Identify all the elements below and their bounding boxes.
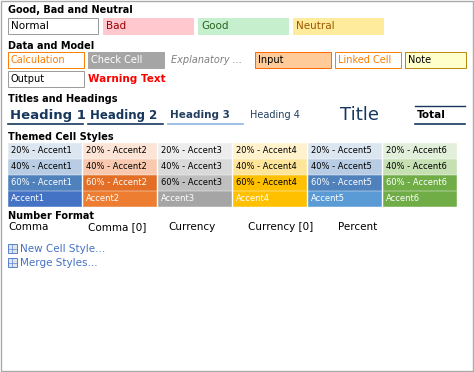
Text: 20% - Accent6: 20% - Accent6 <box>386 146 447 155</box>
Bar <box>158 191 231 206</box>
Text: 20% - Accent5: 20% - Accent5 <box>311 146 372 155</box>
Text: Explanatory ...: Explanatory ... <box>171 55 242 65</box>
Bar <box>335 52 401 68</box>
Text: Accent4: Accent4 <box>236 194 270 203</box>
Text: Normal: Normal <box>11 21 49 31</box>
Bar <box>83 159 156 174</box>
Text: Heading 3: Heading 3 <box>170 110 230 120</box>
Text: Good, Bad and Neutral: Good, Bad and Neutral <box>8 5 133 15</box>
Bar <box>308 143 381 158</box>
Bar <box>8 258 17 267</box>
Text: Accent2: Accent2 <box>86 194 120 203</box>
Text: Output: Output <box>11 74 45 84</box>
Text: Bad: Bad <box>106 21 126 31</box>
Text: 20% - Accent4: 20% - Accent4 <box>236 146 297 155</box>
Text: Titles and Headings: Titles and Headings <box>8 94 118 104</box>
Text: Currency: Currency <box>168 222 215 232</box>
Text: 60% - Accent2: 60% - Accent2 <box>86 178 147 187</box>
Text: Comma: Comma <box>8 222 48 232</box>
Text: Data and Model: Data and Model <box>8 41 94 51</box>
Bar <box>383 143 456 158</box>
Text: Merge Styles...: Merge Styles... <box>20 257 98 267</box>
Bar <box>103 18 193 34</box>
Bar <box>8 191 81 206</box>
Text: Total: Total <box>417 110 446 120</box>
Text: Warning Text: Warning Text <box>88 74 165 84</box>
Text: Note: Note <box>408 55 431 65</box>
Text: 60% - Accent4: 60% - Accent4 <box>236 178 297 187</box>
Text: 20% - Accent2: 20% - Accent2 <box>86 146 147 155</box>
Text: 40% - Accent6: 40% - Accent6 <box>386 162 447 171</box>
Text: Heading 1: Heading 1 <box>10 109 86 122</box>
Bar <box>8 52 84 68</box>
Text: 60% - Accent3: 60% - Accent3 <box>161 178 222 187</box>
Bar <box>158 175 231 190</box>
Bar <box>168 52 251 68</box>
Text: Accent3: Accent3 <box>161 194 195 203</box>
Bar <box>233 143 306 158</box>
Bar <box>8 159 81 174</box>
Bar <box>8 71 84 87</box>
Bar <box>383 175 456 190</box>
Bar <box>233 159 306 174</box>
Text: Accent5: Accent5 <box>311 194 345 203</box>
Bar <box>293 18 383 34</box>
Bar <box>8 175 81 190</box>
Text: Good: Good <box>201 21 228 31</box>
Text: Input: Input <box>258 55 283 65</box>
Text: 60% - Accent1: 60% - Accent1 <box>11 178 72 187</box>
Text: Heading 4: Heading 4 <box>250 110 300 120</box>
Text: Currency [0]: Currency [0] <box>248 222 313 232</box>
Bar <box>83 143 156 158</box>
Text: New Cell Style...: New Cell Style... <box>20 244 105 253</box>
Bar <box>308 175 381 190</box>
Bar <box>233 191 306 206</box>
Bar <box>83 175 156 190</box>
Bar <box>308 191 381 206</box>
Text: Accent1: Accent1 <box>11 194 45 203</box>
Text: Calculation: Calculation <box>11 55 65 65</box>
Text: Number Format: Number Format <box>8 211 94 221</box>
Text: Title: Title <box>340 106 379 124</box>
Bar <box>158 159 231 174</box>
Bar <box>383 191 456 206</box>
Text: Linked Cell: Linked Cell <box>338 55 391 65</box>
Text: 60% - Accent5: 60% - Accent5 <box>311 178 372 187</box>
Bar <box>198 18 288 34</box>
Text: Heading 2: Heading 2 <box>90 109 157 122</box>
Text: Check Cell: Check Cell <box>91 55 142 65</box>
Text: 20% - Accent3: 20% - Accent3 <box>161 146 222 155</box>
Bar <box>83 191 156 206</box>
Bar <box>158 143 231 158</box>
Bar <box>88 52 164 68</box>
Text: 40% - Accent2: 40% - Accent2 <box>86 162 147 171</box>
Text: Themed Cell Styles: Themed Cell Styles <box>8 132 114 142</box>
Bar <box>308 159 381 174</box>
Bar <box>233 175 306 190</box>
Bar <box>405 52 466 68</box>
Text: 40% - Accent4: 40% - Accent4 <box>236 162 297 171</box>
Text: 40% - Accent1: 40% - Accent1 <box>11 162 72 171</box>
Text: 40% - Accent5: 40% - Accent5 <box>311 162 372 171</box>
Text: Neutral: Neutral <box>296 21 335 31</box>
Text: Percent: Percent <box>338 222 377 232</box>
Text: 60% - Accent6: 60% - Accent6 <box>386 178 447 187</box>
Text: Accent6: Accent6 <box>386 194 420 203</box>
Text: Comma [0]: Comma [0] <box>88 222 146 232</box>
Bar <box>255 52 331 68</box>
Bar <box>8 18 98 34</box>
Text: 40% - Accent3: 40% - Accent3 <box>161 162 222 171</box>
Bar <box>8 244 17 253</box>
Text: 20% - Accent1: 20% - Accent1 <box>11 146 72 155</box>
Bar <box>383 159 456 174</box>
Bar <box>8 143 81 158</box>
